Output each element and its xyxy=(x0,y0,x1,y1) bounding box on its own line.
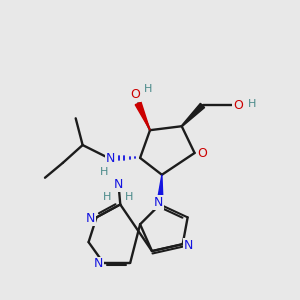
Text: N: N xyxy=(184,238,193,252)
Text: N: N xyxy=(86,212,95,225)
Text: N: N xyxy=(114,178,123,191)
Text: N: N xyxy=(106,152,115,165)
Text: O: O xyxy=(233,99,243,112)
Text: N: N xyxy=(154,196,164,209)
Text: H: H xyxy=(103,192,112,202)
Polygon shape xyxy=(157,175,163,205)
Text: H: H xyxy=(248,99,256,110)
Text: H: H xyxy=(125,192,134,202)
Text: H: H xyxy=(100,167,109,177)
Text: O: O xyxy=(198,148,207,160)
Text: O: O xyxy=(130,88,140,101)
Text: N: N xyxy=(94,257,103,270)
Polygon shape xyxy=(182,103,205,127)
Polygon shape xyxy=(135,102,150,130)
Text: H: H xyxy=(144,84,152,94)
